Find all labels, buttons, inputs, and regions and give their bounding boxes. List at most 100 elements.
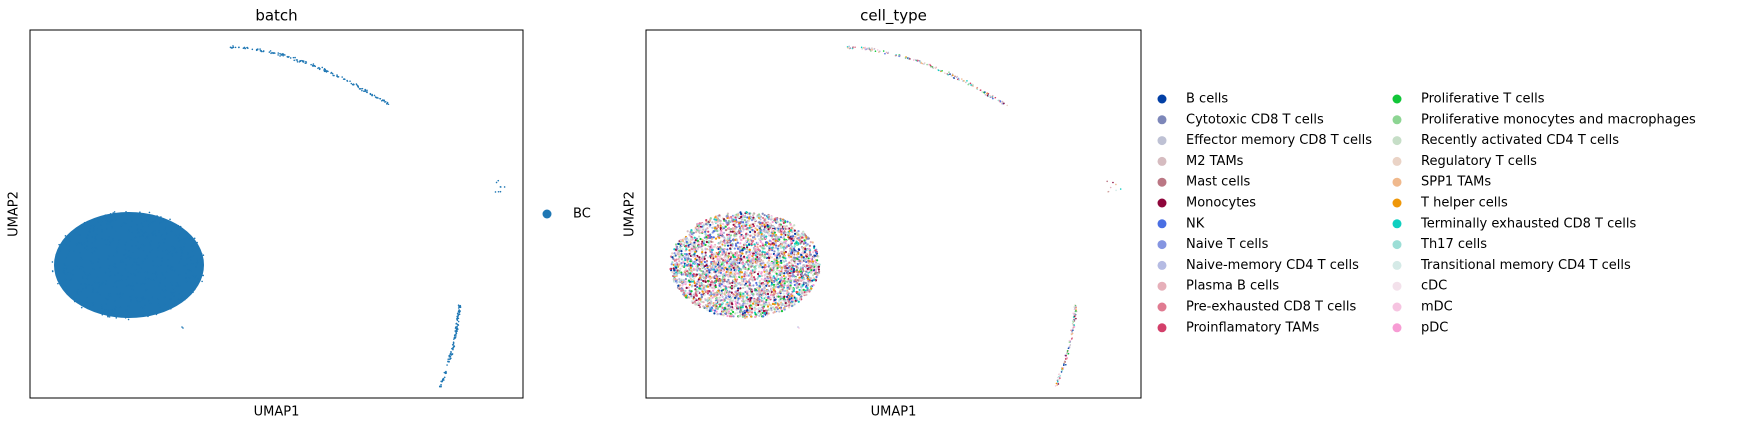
cell-point (748, 284, 751, 287)
cell-point (779, 246, 783, 249)
cell-point (809, 253, 812, 256)
cell-point (140, 306, 143, 309)
cell-point (779, 303, 782, 306)
cell-point (759, 313, 762, 316)
cell-point (739, 295, 742, 298)
cell-point (771, 264, 774, 267)
cell-point (1059, 375, 1062, 377)
cell-point (713, 304, 716, 307)
cell-point (759, 255, 762, 258)
cell-point (456, 315, 458, 318)
cell-point (690, 249, 693, 252)
cell-point (785, 245, 789, 248)
cell-point (151, 249, 154, 251)
cell-point (137, 231, 140, 234)
cell-point (148, 211, 151, 214)
cell-point (149, 251, 152, 253)
cell-point (773, 262, 776, 265)
cell-point (260, 50, 263, 53)
cell-point (700, 258, 704, 261)
cell-point (991, 97, 994, 100)
cell-point (156, 215, 158, 217)
cell-point (680, 262, 683, 265)
cell-point (997, 99, 1000, 102)
cell-point (729, 312, 732, 315)
cell-point (740, 268, 743, 271)
cell-point (268, 51, 271, 53)
cell-point (753, 269, 756, 272)
cell-point (685, 264, 689, 267)
cell-point (184, 272, 187, 274)
cell-point (768, 284, 771, 288)
cell-point (682, 283, 685, 286)
cell-point (701, 263, 704, 267)
cell-point (81, 276, 84, 278)
cell-point (783, 244, 786, 247)
cell-point (699, 298, 702, 301)
cell-point (167, 258, 169, 261)
cell-point (786, 284, 789, 287)
cell-point (765, 284, 768, 287)
cell-point (794, 278, 797, 282)
cell-point (161, 257, 164, 259)
cell-point (181, 248, 184, 251)
cell-point (753, 222, 756, 225)
cell-point (718, 261, 722, 264)
cell-point (1067, 352, 1070, 355)
legend-marker (1392, 219, 1402, 229)
cell-point (757, 241, 760, 244)
cell-point (704, 276, 708, 280)
cell-point (755, 283, 758, 286)
cell-point (804, 281, 807, 285)
cell-point (159, 306, 162, 309)
cell-point (979, 89, 982, 92)
cell-point (128, 250, 130, 253)
cell-point (794, 276, 797, 280)
cell-point (816, 259, 819, 262)
cell-point (803, 239, 806, 242)
cell-point (178, 233, 181, 236)
cell-point (714, 270, 717, 273)
cell-point (286, 55, 289, 58)
cell-point (685, 296, 688, 299)
cell-point (174, 269, 176, 272)
cell-point (100, 283, 103, 285)
cell-point (759, 300, 762, 303)
cell-point (332, 74, 335, 77)
cell-point (700, 278, 703, 281)
cell-point (739, 287, 742, 290)
cell-point (777, 295, 780, 298)
cell-point (346, 79, 348, 82)
cell-point (799, 284, 802, 287)
cell-point (692, 248, 696, 251)
cell-point (763, 274, 766, 277)
cell-point (693, 236, 696, 239)
cell-point (718, 250, 722, 253)
cell-point (741, 256, 744, 259)
cell-point (746, 247, 749, 251)
cell-point (171, 265, 173, 268)
cell-point (717, 287, 720, 290)
cell-point (704, 230, 707, 233)
cell-point (725, 310, 728, 313)
cell-point (692, 231, 695, 234)
cell-point (756, 286, 759, 289)
cell-point (758, 310, 761, 313)
cell-point (818, 263, 821, 266)
cell-point (733, 247, 736, 250)
cell-point (750, 258, 753, 261)
cell-point (144, 304, 146, 307)
cell-point (118, 279, 121, 282)
cell-point (742, 255, 746, 258)
cell-point (776, 252, 779, 255)
point-cloud (669, 45, 1122, 387)
cell-point (269, 50, 272, 52)
cell-point (784, 266, 787, 270)
cell-point (720, 257, 723, 260)
cell-point (991, 94, 994, 97)
cell-point (780, 233, 783, 236)
cell-point (140, 283, 142, 286)
cell-point (741, 214, 745, 217)
cell-point (690, 246, 694, 249)
cell-point (183, 298, 186, 301)
